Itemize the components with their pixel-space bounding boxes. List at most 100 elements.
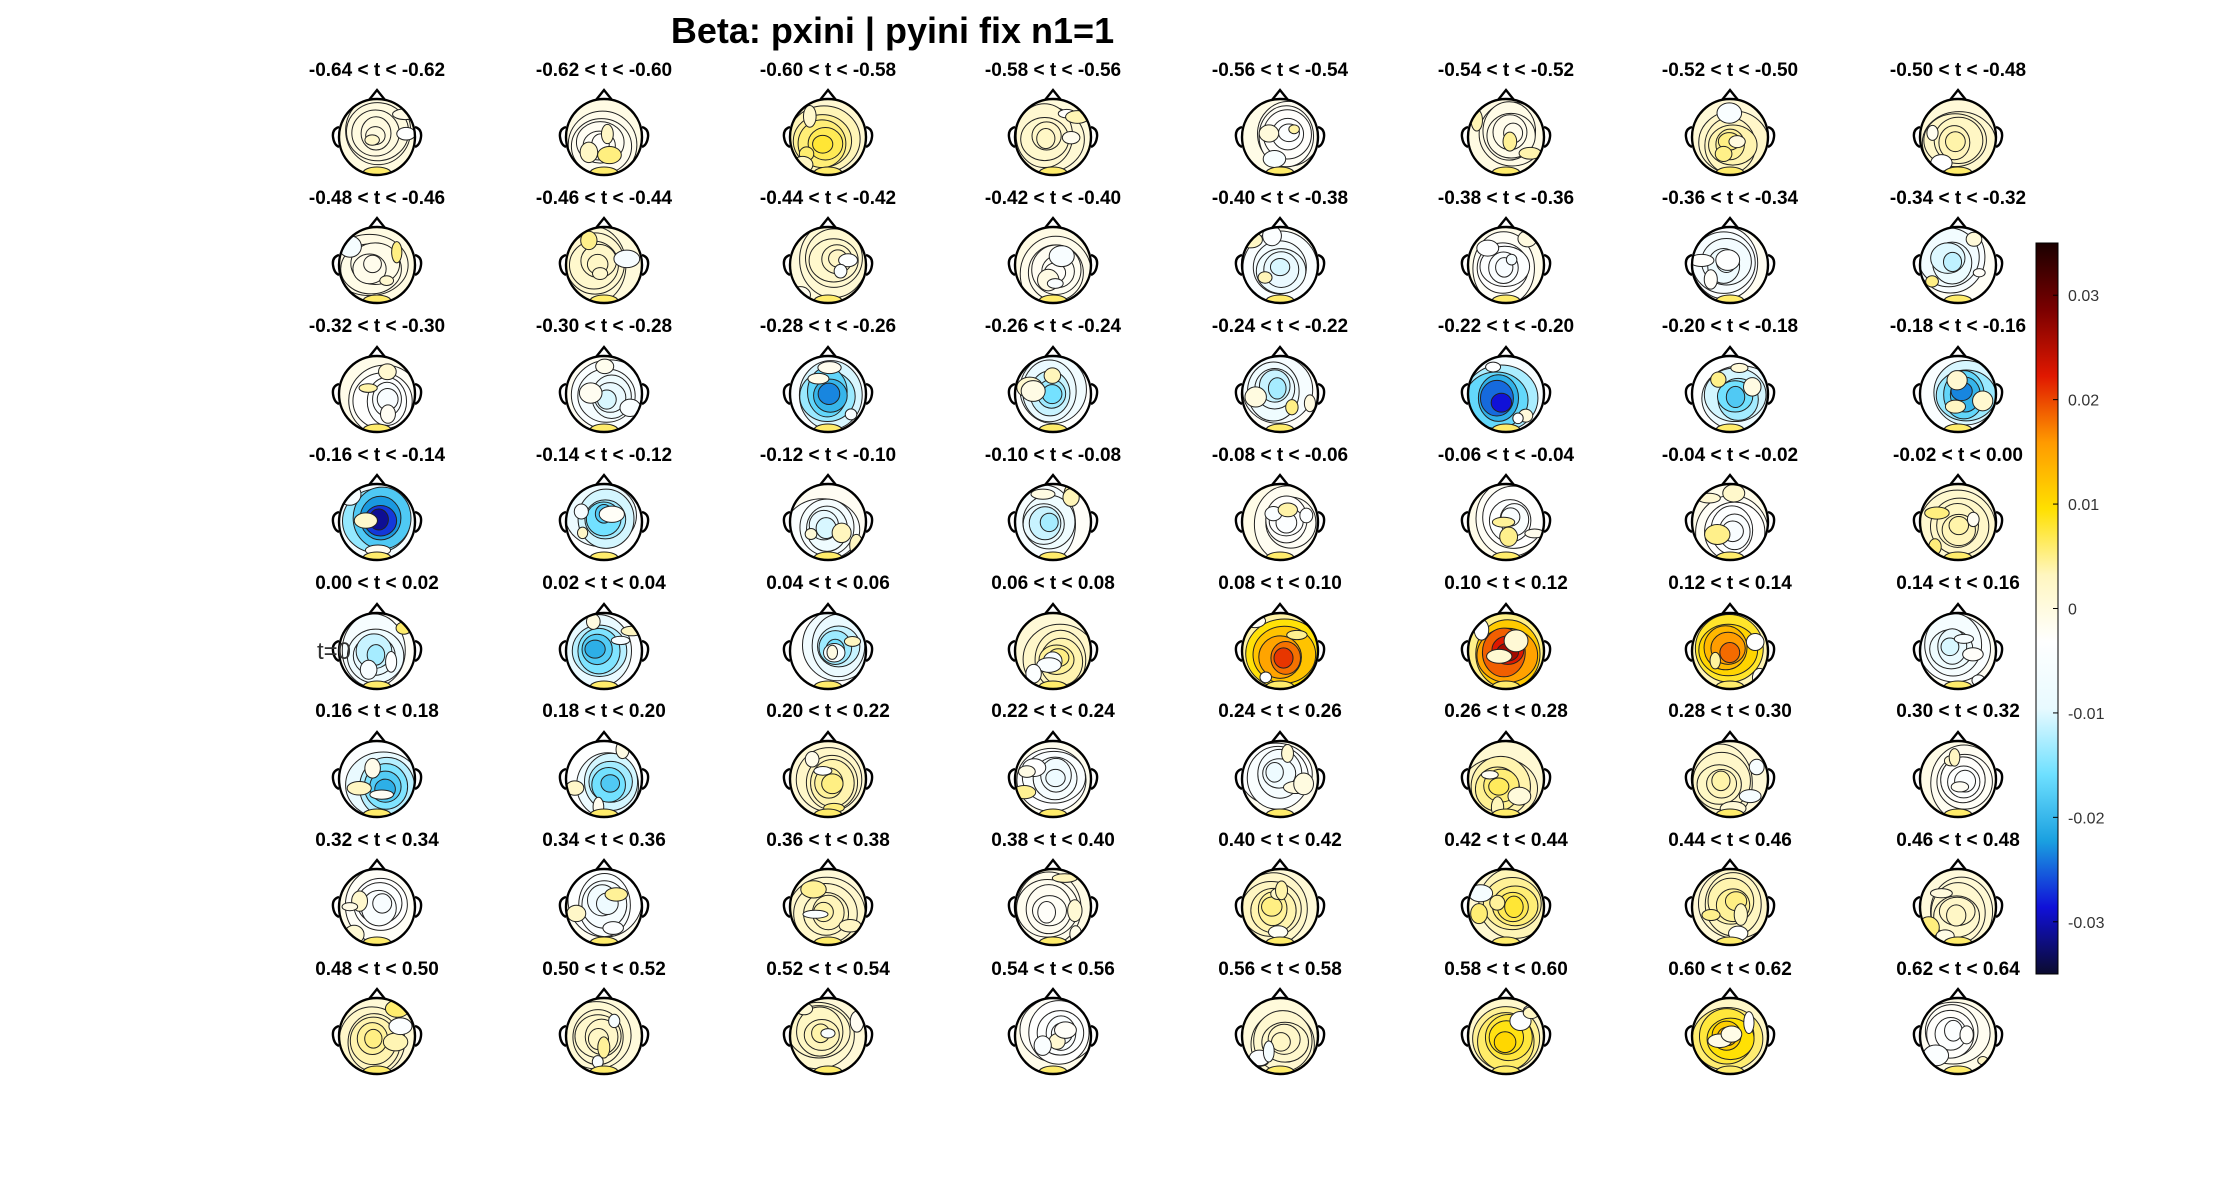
topoplot (331, 473, 423, 562)
topoplot (1912, 858, 2004, 947)
colorbar-tick-label: -0.02 (2068, 810, 2105, 827)
topoplot (1912, 473, 2004, 562)
topoplot (1684, 473, 1776, 562)
topoplot (558, 345, 650, 434)
panel-label: 0.30 < t < 0.32 (1896, 701, 2020, 722)
panel-label: -0.06 < t < -0.04 (1438, 445, 1575, 466)
topoplot (1460, 88, 1552, 177)
panel-label: -0.42 < t < -0.40 (985, 188, 1121, 209)
panel-label: -0.30 < t < -0.28 (536, 316, 672, 337)
panel-label: 0.32 < t < 0.34 (315, 830, 439, 851)
panel-label: 0.38 < t < 0.40 (991, 830, 1115, 851)
panel-label: -0.50 < t < -0.48 (1890, 60, 2026, 81)
topoplot (558, 473, 650, 562)
t0-marker: t=0 (317, 638, 351, 665)
topoplot (1460, 602, 1552, 691)
panel-label: 0.62 < t < 0.64 (1896, 959, 2020, 980)
colorbar-tick-label: 0.03 (2068, 288, 2099, 305)
topoplot (782, 730, 874, 819)
topoplot (558, 858, 650, 947)
panel-label: -0.28 < t < -0.26 (760, 316, 896, 337)
topoplot (331, 216, 423, 305)
panel-label: 0.16 < t < 0.18 (315, 701, 439, 722)
topoplot (782, 987, 874, 1076)
panel-label: -0.38 < t < -0.36 (1438, 188, 1574, 209)
topoplot (782, 345, 874, 434)
colorbar-tick-label: -0.03 (2068, 915, 2105, 932)
topoplot (1007, 216, 1099, 305)
panel-label: 0.56 < t < 0.58 (1218, 959, 1342, 980)
panel-label: 0.34 < t < 0.36 (542, 830, 666, 851)
panel-label: 0.10 < t < 0.12 (1444, 573, 1568, 594)
panel-label: 0.44 < t < 0.46 (1668, 830, 1792, 851)
topoplot (558, 216, 650, 305)
panel-label: -0.52 < t < -0.50 (1662, 60, 1798, 81)
topoplot (1684, 602, 1776, 691)
topoplot (1912, 88, 2004, 177)
panel-label: -0.18 < t < -0.16 (1890, 316, 2026, 337)
topoplot (1234, 345, 1326, 434)
panel-label: -0.54 < t < -0.52 (1438, 60, 1574, 81)
panel-label: -0.12 < t < -0.10 (760, 445, 896, 466)
topoplot (331, 88, 423, 177)
panel-label: 0.00 < t < 0.02 (315, 573, 439, 594)
topoplot (1684, 345, 1776, 434)
chart-title: Beta: pxini | pyini fix n1=1 (670, 10, 1115, 51)
panel-label: 0.54 < t < 0.56 (991, 959, 1115, 980)
panel-label: 0.60 < t < 0.62 (1668, 959, 1792, 980)
panel-label: 0.18 < t < 0.20 (542, 701, 666, 722)
topoplot (1234, 858, 1326, 947)
topoplot (1684, 216, 1776, 305)
panel-label: 0.46 < t < 0.48 (1896, 830, 2020, 851)
panel-label: 0.22 < t < 0.24 (991, 701, 1115, 722)
topoplot (1460, 730, 1552, 819)
topoplot (1007, 88, 1099, 177)
panel-label: 0.24 < t < 0.26 (1218, 701, 1342, 722)
topoplot (558, 602, 650, 691)
panel-label: 0.08 < t < 0.10 (1218, 573, 1342, 594)
panel-label: -0.36 < t < -0.34 (1662, 188, 1799, 209)
topoplot (1684, 858, 1776, 947)
panel-label: -0.34 < t < -0.32 (1890, 188, 2026, 209)
topoplot (331, 345, 423, 434)
panel-label: 0.58 < t < 0.60 (1444, 959, 1568, 980)
topoplot (782, 216, 874, 305)
colorbar-tick-label: 0.02 (2068, 393, 2099, 410)
topoplot (1007, 602, 1099, 691)
topoplot (1684, 987, 1776, 1076)
topoplot (1234, 987, 1326, 1076)
topoplot (331, 987, 423, 1076)
topoplot (1912, 602, 2004, 691)
panel-label: 0.04 < t < 0.06 (766, 573, 890, 594)
panel-label: 0.50 < t < 0.52 (542, 959, 666, 980)
topoplot (1912, 345, 2004, 434)
panel-label: 0.52 < t < 0.54 (766, 959, 890, 980)
topoplot (1460, 473, 1552, 562)
panel-label: 0.48 < t < 0.50 (315, 959, 439, 980)
panel-label: 0.42 < t < 0.44 (1444, 830, 1568, 851)
colorbar-tick-label: -0.01 (2068, 706, 2105, 723)
panel-label: 0.26 < t < 0.28 (1444, 701, 1568, 722)
panel-label: -0.04 < t < -0.02 (1662, 445, 1798, 466)
panel-label: -0.58 < t < -0.56 (985, 60, 1121, 81)
panel-label: -0.56 < t < -0.54 (1212, 60, 1349, 81)
panel-label: 0.36 < t < 0.38 (766, 830, 890, 851)
topoplot (782, 602, 874, 691)
panel-label: -0.10 < t < -0.08 (985, 445, 1121, 466)
topoplot (558, 730, 650, 819)
panel-label: 0.14 < t < 0.16 (1896, 573, 2020, 594)
topoplot (331, 730, 423, 819)
topoplot (1684, 730, 1776, 819)
topoplot (1007, 858, 1099, 947)
topoplot (782, 88, 874, 177)
panel-label: 0.02 < t < 0.04 (542, 573, 666, 594)
topoplot (1234, 216, 1326, 305)
topoplot (1460, 216, 1552, 305)
topoplot (558, 88, 650, 177)
topoplot (1912, 216, 2004, 305)
panel-label: 0.06 < t < 0.08 (991, 573, 1115, 594)
colorbar-tick-label: 0.01 (2068, 497, 2099, 514)
panel-label: 0.40 < t < 0.42 (1218, 830, 1342, 851)
panel-label: -0.64 < t < -0.62 (309, 60, 445, 81)
